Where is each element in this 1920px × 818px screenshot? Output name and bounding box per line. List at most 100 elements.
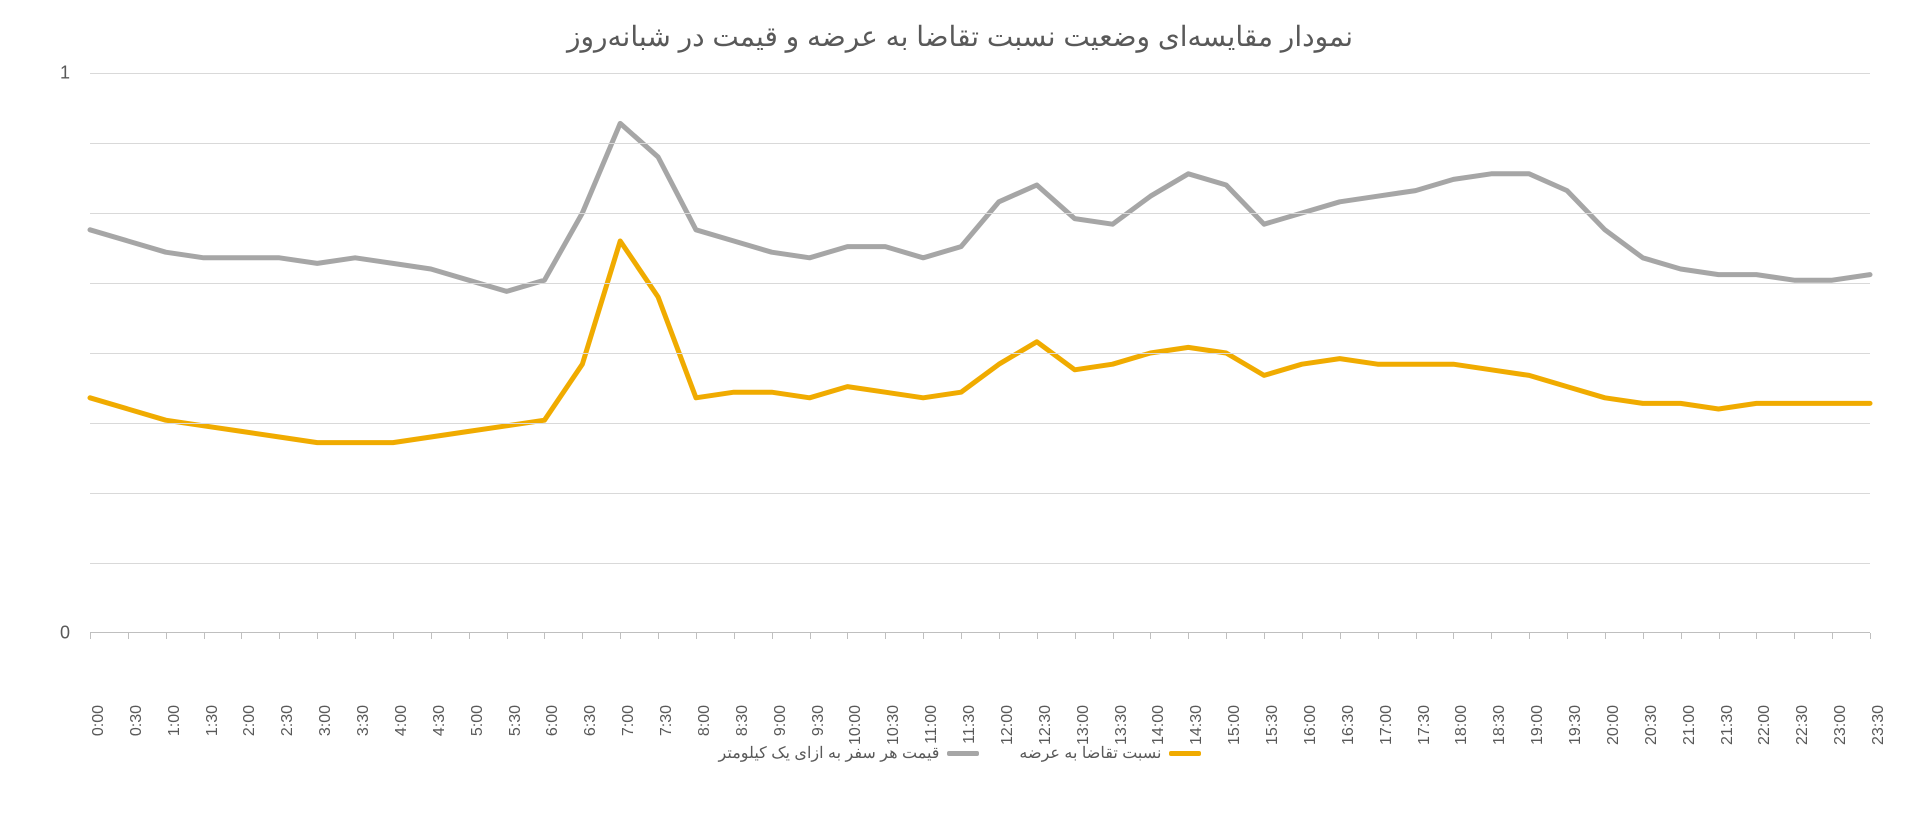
gridline [90,563,1870,564]
x-tick-mark [507,633,508,639]
x-tick-label: 2:30 [279,705,297,736]
y-tick-label: 0 [60,623,70,644]
x-tick-label: 9:00 [772,705,790,736]
x-tick-mark [810,633,811,639]
x-tick-label: 8:00 [696,705,714,736]
x-tick-label: 1:00 [166,705,184,736]
x-tick-mark [658,633,659,639]
x-tick-label: 12:30 [1037,705,1055,745]
legend-swatch [1169,751,1201,756]
chart-area: 01 0:000:301:001:302:002:303:003:304:004… [40,73,1880,633]
x-tick-label: 8:30 [734,705,752,736]
x-tick-mark [1416,633,1417,639]
legend-swatch [947,751,979,756]
x-tick-label: 19:00 [1529,705,1547,745]
x-tick-label: 6:00 [544,705,562,736]
x-tick-mark [1340,633,1341,639]
x-tick-label: 10:30 [885,705,903,745]
x-tick-label: 3:30 [355,705,373,736]
x-tick-label: 10:00 [847,705,865,745]
x-tick-mark [393,633,394,639]
x-tick-label: 18:00 [1453,705,1471,745]
x-tick-mark [1378,633,1379,639]
x-tick-label: 16:30 [1340,705,1358,745]
x-tick-label: 9:30 [810,705,828,736]
x-tick-label: 21:00 [1681,705,1699,745]
gridline [90,213,1870,214]
series-line [90,123,1870,291]
gridline [90,283,1870,284]
x-tick-label: 21:30 [1719,705,1737,745]
x-tick-mark [1643,633,1644,639]
x-tick-mark [1567,633,1568,639]
gridline [90,423,1870,424]
x-tick-label: 20:30 [1643,705,1661,745]
x-tick-mark [1832,633,1833,639]
x-tick-mark [1453,633,1454,639]
x-tick-label: 4:30 [431,705,449,736]
x-tick-mark [999,633,1000,639]
gridline [90,493,1870,494]
x-tick-label: 15:00 [1226,705,1244,745]
gridline [90,73,1870,74]
x-tick-label: 23:00 [1832,705,1850,745]
plot-area [90,73,1870,633]
x-tick-mark [1756,633,1757,639]
x-tick-mark [1302,633,1303,639]
legend: نسبت تقاضا به عرضهقیمت هر سفر به ازای یک… [40,743,1880,763]
x-tick-mark [431,633,432,639]
x-tick-label: 15:30 [1264,705,1282,745]
x-tick-mark [1037,633,1038,639]
x-tick-label: 7:00 [620,705,638,736]
x-tick-mark [204,633,205,639]
x-tick-label: 22:00 [1756,705,1774,745]
x-tick-mark [847,633,848,639]
x-tick-mark [1605,633,1606,639]
x-tick-mark [620,633,621,639]
x-tick-mark [355,633,356,639]
legend-label: قیمت هر سفر به ازای یک کیلومتر [719,743,940,763]
x-tick-mark [128,633,129,639]
x-tick-mark [1719,633,1720,639]
legend-item: قیمت هر سفر به ازای یک کیلومتر [719,743,980,763]
x-tick-label: 1:30 [204,705,222,736]
x-tick-label: 23:30 [1870,705,1888,745]
x-tick-mark [1681,633,1682,639]
x-tick-label: 2:00 [241,705,259,736]
x-tick-label: 11:30 [961,705,979,744]
x-tick-mark [772,633,773,639]
x-tick-mark [1188,633,1189,639]
x-tick-mark [734,633,735,639]
x-tick-label: 13:30 [1113,705,1131,745]
x-tick-label: 17:30 [1416,705,1434,745]
x-tick-mark [1870,633,1871,639]
x-tick-mark [961,633,962,639]
x-tick-mark [241,633,242,639]
gridline [90,143,1870,144]
x-tick-label: 17:00 [1378,705,1396,745]
x-tick-mark [279,633,280,639]
x-tick-label: 5:30 [507,705,525,736]
x-tick-label: 13:00 [1075,705,1093,745]
x-tick-label: 16:00 [1302,705,1320,745]
x-tick-label: 6:30 [582,705,600,736]
x-tick-mark [885,633,886,639]
x-tick-label: 14:30 [1188,705,1206,745]
x-tick-mark [1113,633,1114,639]
x-tick-label: 0:30 [128,705,146,736]
chart-title: نمودار مقایسه‌ای وضعیت نسبت تقاضا به عرض… [40,20,1880,53]
x-tick-mark [317,633,318,639]
x-tick-mark [90,633,91,639]
x-tick-mark [1529,633,1530,639]
y-tick-label: 1 [60,63,70,84]
y-axis-labels: 01 [40,73,80,633]
x-tick-label: 4:00 [393,705,411,736]
x-tick-label: 0:00 [90,705,108,736]
x-tick-mark [582,633,583,639]
x-tick-label: 14:00 [1150,705,1168,745]
x-tick-label: 12:00 [999,705,1017,745]
gridline [90,353,1870,354]
x-tick-mark [1794,633,1795,639]
x-tick-mark [1491,633,1492,639]
x-tick-mark [469,633,470,639]
